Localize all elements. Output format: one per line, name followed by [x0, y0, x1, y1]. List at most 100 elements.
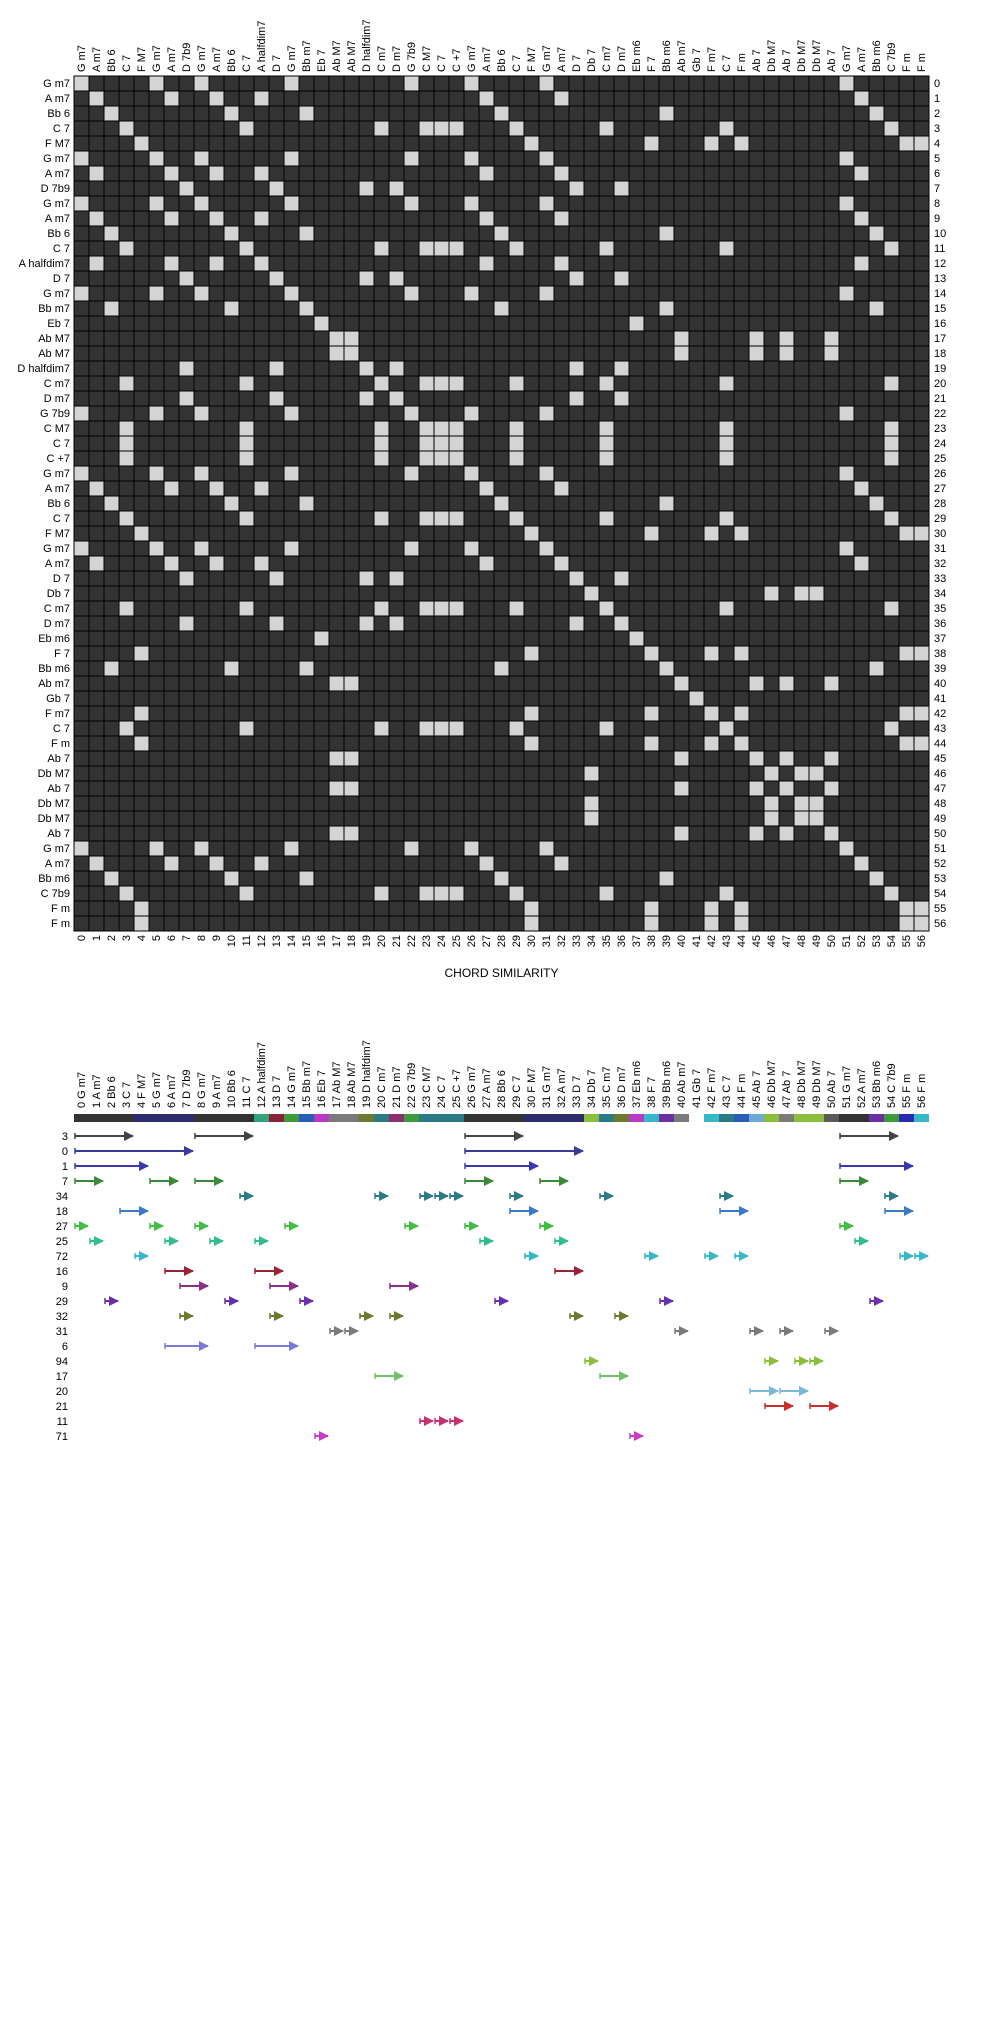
heatmap-cell — [253, 495, 270, 512]
heatmap-cell — [553, 630, 570, 647]
heatmap-cell — [343, 885, 360, 902]
heatmap-cell — [568, 540, 585, 557]
heatmap-cell — [763, 210, 780, 227]
column-index-label: 43 — [721, 935, 733, 947]
heatmap-cell — [748, 780, 765, 797]
heatmap-cell — [733, 795, 750, 812]
heatmap-cell — [448, 705, 465, 722]
heatmap-cell — [583, 795, 600, 812]
heatmap-cell — [133, 660, 150, 677]
heatmap-cell — [523, 405, 540, 422]
heatmap-cell — [898, 435, 915, 452]
heatmap-cell — [628, 195, 645, 212]
heatmap-cell — [628, 420, 645, 437]
heatmap-cell — [118, 810, 135, 827]
heatmap-cell — [493, 180, 510, 197]
heatmap-cell — [343, 480, 360, 497]
heatmap-cell — [643, 120, 660, 137]
row-chord-label: C 7 — [53, 438, 70, 450]
heatmap-cell — [523, 495, 540, 512]
heatmap-cell — [133, 810, 150, 827]
heatmap-cell — [133, 510, 150, 527]
heatmap-cell — [118, 180, 135, 197]
heatmap-cell — [343, 465, 360, 482]
heatmap-cell — [613, 480, 630, 497]
heatmap-cell — [448, 570, 465, 587]
heatmap-cell — [253, 630, 270, 647]
heatmap-cell — [268, 165, 285, 182]
heatmap-cell — [238, 420, 255, 437]
heatmap-cell — [583, 120, 600, 137]
heatmap-cell — [418, 870, 435, 887]
heatmap-cell — [808, 240, 825, 257]
heatmap-cell — [778, 435, 795, 452]
heatmap-cell — [373, 855, 390, 872]
heatmap-cell — [358, 210, 375, 227]
heatmap-cell — [883, 795, 900, 812]
pattern-column-label: 51 G m7 — [841, 1066, 853, 1108]
heatmap-cell — [538, 255, 555, 272]
heatmap-cell — [343, 210, 360, 227]
heatmap-cell — [628, 825, 645, 842]
heatmap-cell — [163, 180, 180, 197]
heatmap-cell — [193, 810, 210, 827]
heatmap-cell — [283, 600, 300, 617]
heatmap-cell — [628, 345, 645, 362]
column-index-label: 42 — [706, 935, 718, 947]
heatmap-cell — [193, 765, 210, 782]
heatmap-cell — [703, 510, 720, 527]
heatmap-cell — [553, 555, 570, 572]
heatmap-cell — [628, 240, 645, 257]
heatmap-cell — [883, 180, 900, 197]
heatmap-cell — [178, 615, 195, 632]
heatmap-cell — [268, 270, 285, 287]
heatmap-cell — [163, 915, 180, 932]
heatmap-cell — [103, 270, 120, 287]
heatmap-cell — [748, 525, 765, 542]
heatmap-cell — [508, 915, 525, 932]
heatmap-cell — [553, 840, 570, 857]
heatmap-cell — [838, 630, 855, 647]
chord-color-segment — [554, 1114, 569, 1122]
heatmap-cell — [853, 525, 870, 542]
heatmap-cell — [193, 795, 210, 812]
pattern-column-label: 16 Eb 7 — [316, 1070, 328, 1108]
heatmap-cell — [418, 150, 435, 167]
heatmap-cell — [898, 840, 915, 857]
heatmap-cell — [88, 855, 105, 872]
heatmap-cell — [163, 900, 180, 917]
heatmap-cell — [268, 600, 285, 617]
heatmap-cell — [103, 420, 120, 437]
heatmap-cell — [703, 90, 720, 107]
heatmap-cell — [643, 225, 660, 242]
heatmap-cell — [568, 450, 585, 467]
heatmap-cell — [613, 915, 630, 932]
heatmap-cell — [73, 660, 90, 677]
heatmap-cell — [478, 705, 495, 722]
heatmap-cell — [463, 720, 480, 737]
heatmap-cell — [463, 660, 480, 677]
heatmap-cell — [703, 735, 720, 752]
heatmap-cell — [148, 690, 165, 707]
heatmap-cell — [793, 750, 810, 767]
heatmap-cell — [673, 510, 690, 527]
heatmap-cell — [553, 900, 570, 917]
row-chord-label: Bb 6 — [47, 498, 70, 510]
heatmap-cell — [148, 330, 165, 347]
column-chord-label: C m7 — [376, 46, 388, 72]
heatmap-cell — [913, 285, 930, 302]
heatmap-cell — [613, 600, 630, 617]
heatmap-cell — [628, 585, 645, 602]
pattern-label: 32 — [56, 1311, 68, 1323]
heatmap-cell — [748, 855, 765, 872]
heatmap-cell — [583, 780, 600, 797]
heatmap-cell — [793, 720, 810, 737]
heatmap-cell — [508, 285, 525, 302]
heatmap-cell — [238, 630, 255, 647]
heatmap-cell — [793, 615, 810, 632]
row-index-label: 19 — [934, 363, 946, 375]
heatmap-cell — [913, 885, 930, 902]
heatmap-cell — [628, 765, 645, 782]
heatmap-cell — [283, 855, 300, 872]
heatmap-cell — [328, 900, 345, 917]
